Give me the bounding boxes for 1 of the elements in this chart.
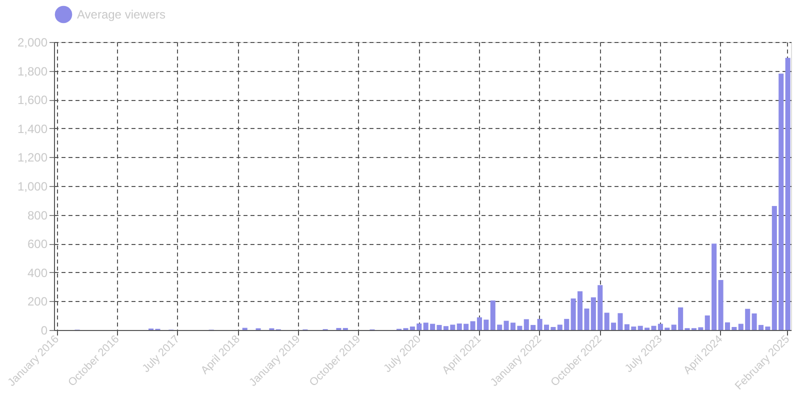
bar	[785, 58, 790, 330]
